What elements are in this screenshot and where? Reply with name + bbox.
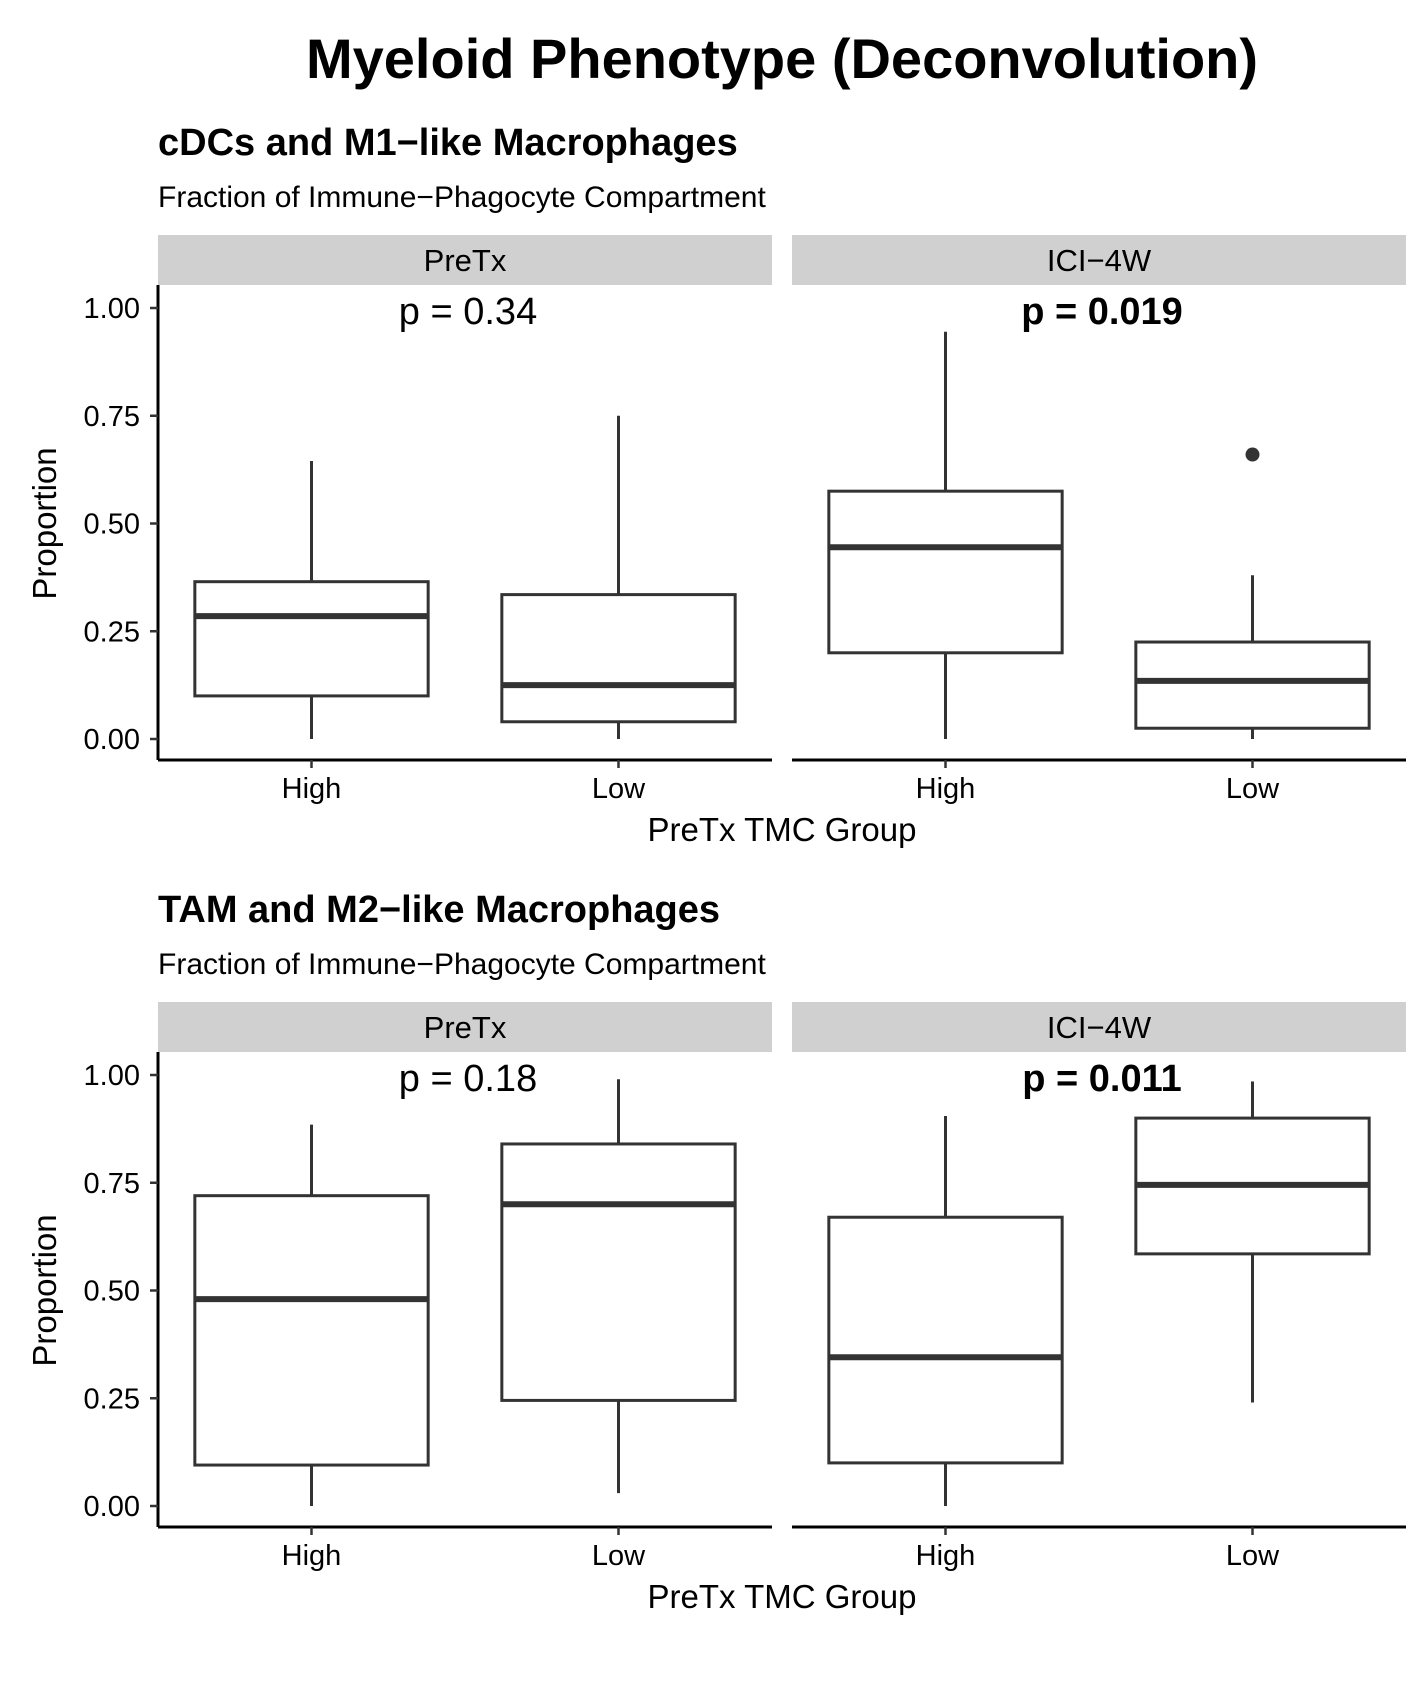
box-body — [500, 1142, 737, 1402]
facet-strip-label: PreTx — [424, 243, 507, 278]
panel-subtitle: Fraction of Immune−Phagocyte Compartment — [158, 181, 766, 214]
panel-title: TAM and M2−like Macrophages — [158, 889, 720, 931]
facet-strip — [792, 235, 1406, 285]
box-low: Low — [1134, 447, 1371, 805]
x-axis-title: PreTx TMC Group — [648, 1578, 917, 1615]
facet-2: ICI−4W p = 0.011 High Low — [792, 1002, 1406, 1572]
box-low: Low — [500, 415, 737, 805]
y-tick-label: 0.00 — [84, 724, 140, 756]
box-high: High — [827, 1115, 1064, 1572]
x-axis-title: PreTx TMC Group — [648, 811, 917, 848]
box-body — [1134, 640, 1371, 730]
box-high: High — [827, 331, 1064, 805]
facet-strip — [158, 235, 772, 285]
x-tick-label: High — [916, 1540, 976, 1572]
panels: cDCs and M1−like Macrophages Fraction of … — [26, 122, 1406, 1615]
chart-panel-2: TAM and M2−like Macrophages Fraction of I… — [26, 889, 1406, 1615]
outlier-point — [1245, 447, 1260, 462]
facet-strip-label: ICI−4W — [1047, 243, 1152, 278]
y-tick-label: 1.00 — [84, 293, 140, 325]
box-high: High — [193, 461, 430, 805]
y-tick-label: 0.75 — [84, 1168, 140, 1200]
y-axis-title: Proportion — [26, 1214, 63, 1366]
facet-strip-label: ICI−4W — [1047, 1010, 1152, 1045]
facet-2: ICI−4W p = 0.019 High Low — [792, 235, 1406, 805]
y-tick-label: 0.75 — [84, 401, 140, 433]
box-low: Low — [500, 1079, 737, 1572]
x-tick-label: Low — [592, 1540, 646, 1572]
x-tick-label: Low — [592, 773, 646, 805]
x-tick-label: High — [282, 773, 342, 805]
y-tick-label: 1.00 — [84, 1060, 140, 1092]
p-value-label: p = 0.011 — [1022, 1058, 1182, 1100]
y-tick-label: 0.50 — [84, 509, 140, 541]
facet-strip — [792, 1002, 1406, 1052]
x-tick-label: High — [916, 773, 976, 805]
facet-strip — [158, 1002, 772, 1052]
y-tick-label: 0.25 — [84, 616, 140, 648]
panel-subtitle: Fraction of Immune−Phagocyte Compartment — [158, 948, 766, 981]
p-value-label: p = 0.18 — [399, 1058, 537, 1100]
facet-strip-label: PreTx — [424, 1010, 507, 1045]
box-body — [193, 580, 430, 698]
box-body — [827, 1215, 1064, 1465]
y-tick-label: 0.00 — [84, 1491, 140, 1523]
y-axis-title: Proportion — [26, 447, 63, 599]
x-tick-label: High — [282, 1540, 342, 1572]
panel-title: cDCs and M1−like Macrophages — [158, 122, 738, 164]
y-tick-label: 0.25 — [84, 1383, 140, 1415]
x-tick-label: Low — [1226, 1540, 1280, 1572]
box-high: High — [193, 1124, 430, 1572]
box-low: Low — [1134, 1081, 1371, 1572]
box-body — [827, 489, 1064, 655]
facet-1: PreTx p = 0.18 High Low — [158, 1002, 772, 1572]
main-title: Myeloid Phenotype (Deconvolution) — [306, 27, 1258, 90]
box-body — [500, 593, 737, 724]
box-body — [193, 1194, 430, 1467]
p-value-label: p = 0.019 — [1021, 291, 1183, 333]
facet-1: PreTx p = 0.34 High Low — [158, 235, 772, 805]
x-tick-label: Low — [1226, 773, 1280, 805]
y-tick-label: 0.50 — [84, 1276, 140, 1308]
p-value-label: p = 0.34 — [399, 291, 537, 333]
chart-panel-1: cDCs and M1−like Macrophages Fraction of … — [26, 122, 1406, 848]
